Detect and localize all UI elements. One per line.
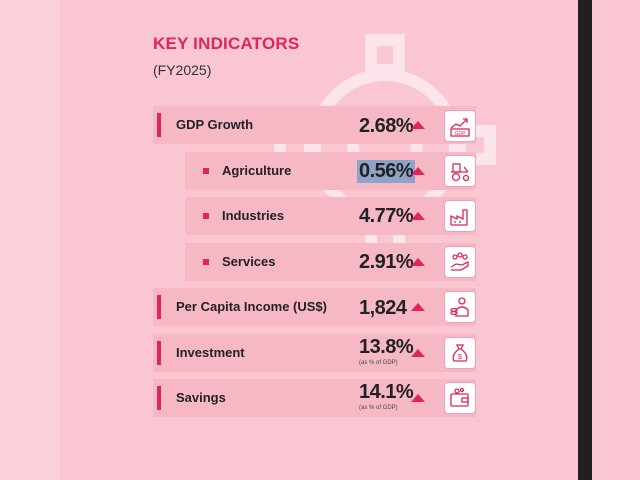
indicator-value: 2.68% bbox=[359, 115, 414, 137]
hand-service-icon bbox=[444, 246, 476, 278]
indicator-value-highlighted[interactable]: 0.56% bbox=[357, 160, 416, 183]
up-arrow-icon bbox=[411, 212, 425, 220]
indicator-value: 2.91% bbox=[359, 251, 414, 273]
indicator-label: Savings bbox=[176, 390, 226, 405]
indicator-note: (as % of GDP) bbox=[359, 360, 398, 366]
indicator-value: 4.77% bbox=[359, 205, 414, 227]
indicator-label: GDP Growth bbox=[176, 117, 254, 132]
indicator-row-per-capita-income: Per Capita Income (US$) bbox=[153, 288, 476, 326]
factory-icon bbox=[444, 200, 476, 232]
up-arrow-icon bbox=[411, 167, 425, 175]
svg-text:GDP: GDP bbox=[455, 131, 467, 137]
indicator-row-industries: Industries bbox=[185, 197, 476, 235]
indicator-label: Services bbox=[222, 254, 276, 269]
page-subtitle: (FY2025) bbox=[153, 62, 212, 78]
money-bag-icon: $ bbox=[444, 337, 476, 369]
row-accent-bar bbox=[157, 113, 161, 137]
list-bullet bbox=[203, 213, 209, 219]
indicator-label: Industries bbox=[222, 208, 285, 223]
indicator-row-gdp-growth: GDP Growth bbox=[153, 106, 476, 144]
indicator-label: Agriculture bbox=[222, 163, 292, 178]
row-accent-bar bbox=[157, 386, 161, 410]
indicator-value: 1,824 bbox=[359, 297, 407, 319]
right-margin bbox=[592, 0, 640, 480]
indicator-row-investment: Investment bbox=[153, 334, 476, 372]
indicator-label: Per Capita Income (US$) bbox=[176, 299, 327, 314]
indicator-row-savings: Savings bbox=[153, 379, 476, 417]
row-accent-bar bbox=[157, 295, 161, 319]
up-arrow-icon bbox=[411, 121, 425, 129]
tractor-icon bbox=[444, 155, 476, 187]
row-accent-bar bbox=[157, 341, 161, 365]
svg-text:$: $ bbox=[458, 354, 462, 361]
list-bullet bbox=[203, 168, 209, 174]
indicator-note: (as % of GDP) bbox=[359, 405, 398, 411]
page-divider bbox=[578, 0, 592, 480]
gdp-chart-icon: GDP bbox=[444, 110, 476, 142]
indicator-row-services: Services bbox=[185, 243, 476, 281]
indicator-row-agriculture: Agriculture bbox=[185, 152, 476, 190]
up-arrow-icon bbox=[411, 349, 425, 357]
up-arrow-icon bbox=[411, 303, 425, 311]
indicator-label: Investment bbox=[176, 345, 245, 360]
coin-person-icon bbox=[444, 291, 476, 323]
indicator-value: 13.8% bbox=[359, 336, 414, 358]
indicator-value: 14.1% bbox=[359, 381, 414, 403]
up-arrow-icon bbox=[411, 394, 425, 402]
up-arrow-icon bbox=[411, 258, 425, 266]
wallet-icon bbox=[444, 382, 476, 414]
page-title: KEY INDICATORS bbox=[153, 34, 300, 53]
list-bullet bbox=[203, 259, 209, 265]
left-margin bbox=[0, 0, 60, 480]
